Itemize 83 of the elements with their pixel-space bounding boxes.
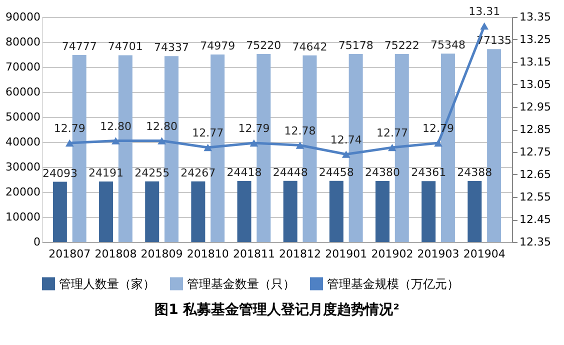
point [434, 139, 442, 147]
legend-label: 管理人数量（家） [59, 276, 155, 291]
data-label: 24191 [88, 166, 124, 180]
data-label: 24361 [411, 166, 446, 180]
y2-tick-label: 12.55 [520, 190, 551, 204]
bar [52, 182, 67, 242]
y-tick-label: 30000 [6, 160, 40, 174]
y2-tick-label: 13.25 [520, 33, 551, 46]
bar [99, 182, 114, 242]
x-tick-label: 201811 [232, 248, 275, 260]
data-label: 12.79 [238, 122, 270, 135]
bar [329, 180, 344, 242]
data-label: 24458 [318, 166, 354, 179]
bar [422, 181, 436, 242]
bar [375, 181, 390, 242]
data-label: 74777 [62, 40, 97, 54]
data-label: 12.74 [330, 133, 362, 146]
y-tick-label: 40000 [6, 136, 40, 148]
point [158, 137, 166, 144]
bar [283, 180, 298, 242]
point [480, 22, 489, 30]
x-tick-label: 201901 [325, 248, 368, 260]
y-tick-label: 60000 [6, 86, 40, 98]
point [388, 144, 396, 152]
data-label: 24093 [42, 166, 78, 180]
text: 图1 私募基金管理人登记月度趋势情况² [154, 301, 400, 318]
x-tick-label: 201809 [140, 248, 183, 260]
data-label: 13.31 [468, 5, 500, 18]
point [112, 137, 120, 144]
bar [145, 181, 160, 242]
data-label: 75222 [384, 38, 420, 52]
y-tick-label: 90000 [6, 10, 40, 24]
point [65, 139, 74, 147]
y2-tick-label: 12.75 [520, 146, 551, 158]
y-tick-label: 50000 [6, 110, 40, 124]
x-tick-label: 201807 [48, 248, 91, 260]
y-tick-label: 70000 [6, 60, 40, 74]
x-tick-label: 201904 [463, 248, 506, 260]
data-label: 24448 [272, 166, 308, 179]
x-tick-label: 201812 [279, 248, 322, 260]
data-label: 12.80 [146, 120, 178, 133]
data-label: 12.80 [100, 120, 132, 133]
legend-label: 管理基金规模（万亿元） [327, 276, 459, 291]
y2-tick-label: 12.45 [520, 213, 551, 226]
bar [191, 181, 206, 242]
data-label: 74642 [292, 40, 328, 54]
y-tick-label: 80000 [6, 36, 40, 48]
y-tick-label: 0 [34, 236, 40, 248]
y-tick-label: 20000 [6, 186, 40, 198]
x-tick-label: 201903 [417, 248, 460, 260]
y2-tick-label: 13.15 [520, 56, 551, 68]
point [342, 150, 350, 158]
data-label: 75348 [430, 38, 466, 52]
data-label: 74337 [154, 41, 190, 54]
y-tick-label: 10000 [6, 210, 40, 224]
y2-tick-label: 13.05 [520, 78, 551, 91]
point [296, 142, 304, 149]
point [204, 144, 212, 152]
y2-tick-label: 13.35 [520, 10, 551, 24]
data-label: 24255 [134, 166, 170, 180]
x-tick-label: 201810 [186, 248, 229, 260]
data-label: 24418 [226, 166, 262, 179]
y2-tick-label: 12.65 [520, 168, 551, 181]
data-label: 12.77 [376, 126, 408, 140]
y2-tick-label: 12.35 [520, 236, 551, 248]
y2-tick-label: 12.95 [520, 100, 551, 114]
point [250, 139, 258, 147]
data-label: 12.79 [54, 122, 86, 135]
x-tick-label: 201902 [371, 248, 414, 260]
data-label: 12.77 [192, 126, 224, 140]
legend-label: 管理基金数量（只） [187, 276, 295, 291]
data-label: 24267 [180, 166, 216, 180]
data-label: 75178 [338, 39, 374, 52]
bar [237, 180, 252, 242]
y2-tick-label: 12.85 [520, 123, 551, 136]
data-label: 74701 [108, 40, 143, 54]
data-label: 24380 [364, 166, 400, 180]
x-tick-label: 201808 [94, 248, 137, 260]
data-label: 12.78 [284, 124, 316, 138]
data-label: 74979 [200, 40, 236, 53]
data-label: 75220 [246, 38, 282, 52]
data-label: 24388 [457, 166, 492, 180]
bar [468, 181, 482, 242]
